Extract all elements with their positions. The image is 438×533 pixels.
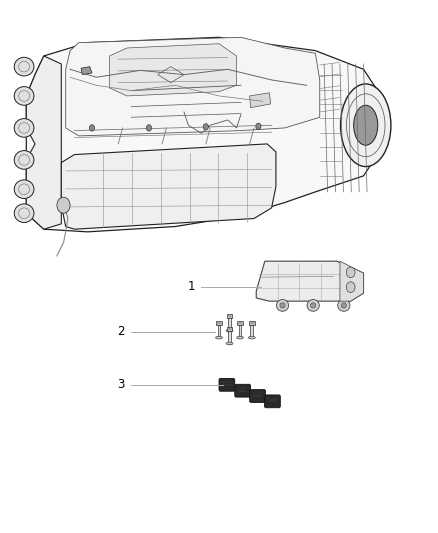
FancyBboxPatch shape bbox=[235, 384, 251, 397]
Bar bbox=[251, 325, 253, 338]
Polygon shape bbox=[26, 37, 381, 232]
Ellipse shape bbox=[226, 329, 233, 332]
Polygon shape bbox=[81, 67, 92, 75]
Ellipse shape bbox=[307, 300, 319, 311]
Bar bbox=[249, 321, 255, 325]
Ellipse shape bbox=[14, 204, 34, 223]
Polygon shape bbox=[256, 261, 364, 301]
Ellipse shape bbox=[14, 180, 34, 198]
Ellipse shape bbox=[237, 336, 244, 339]
Ellipse shape bbox=[353, 106, 378, 146]
Text: 3: 3 bbox=[117, 378, 125, 391]
Text: 2: 2 bbox=[117, 325, 125, 338]
Polygon shape bbox=[250, 93, 271, 108]
Polygon shape bbox=[340, 261, 364, 301]
FancyBboxPatch shape bbox=[219, 378, 235, 391]
Bar bbox=[239, 325, 241, 338]
Circle shape bbox=[146, 125, 152, 131]
Ellipse shape bbox=[338, 300, 350, 311]
Polygon shape bbox=[61, 144, 276, 229]
Bar bbox=[227, 327, 233, 331]
Ellipse shape bbox=[14, 151, 34, 169]
Ellipse shape bbox=[14, 119, 34, 137]
FancyBboxPatch shape bbox=[250, 390, 265, 402]
Bar bbox=[218, 325, 220, 338]
Polygon shape bbox=[26, 56, 61, 229]
Ellipse shape bbox=[341, 303, 346, 308]
Circle shape bbox=[57, 197, 70, 213]
Ellipse shape bbox=[226, 342, 233, 345]
Polygon shape bbox=[110, 44, 237, 96]
Bar bbox=[227, 314, 233, 318]
Ellipse shape bbox=[311, 303, 316, 308]
Circle shape bbox=[256, 123, 261, 130]
Bar bbox=[216, 321, 222, 325]
FancyBboxPatch shape bbox=[265, 395, 280, 408]
Circle shape bbox=[346, 282, 355, 293]
Circle shape bbox=[346, 267, 355, 278]
Ellipse shape bbox=[14, 86, 34, 106]
Text: 1: 1 bbox=[187, 280, 195, 293]
Ellipse shape bbox=[248, 336, 255, 339]
Circle shape bbox=[89, 125, 95, 131]
Bar bbox=[228, 318, 231, 332]
Bar bbox=[237, 321, 243, 325]
Circle shape bbox=[203, 124, 208, 130]
Ellipse shape bbox=[276, 300, 289, 311]
Ellipse shape bbox=[280, 303, 285, 308]
Polygon shape bbox=[66, 37, 320, 136]
Ellipse shape bbox=[14, 58, 34, 76]
Bar bbox=[228, 331, 231, 344]
Ellipse shape bbox=[340, 84, 391, 166]
Ellipse shape bbox=[215, 336, 223, 339]
